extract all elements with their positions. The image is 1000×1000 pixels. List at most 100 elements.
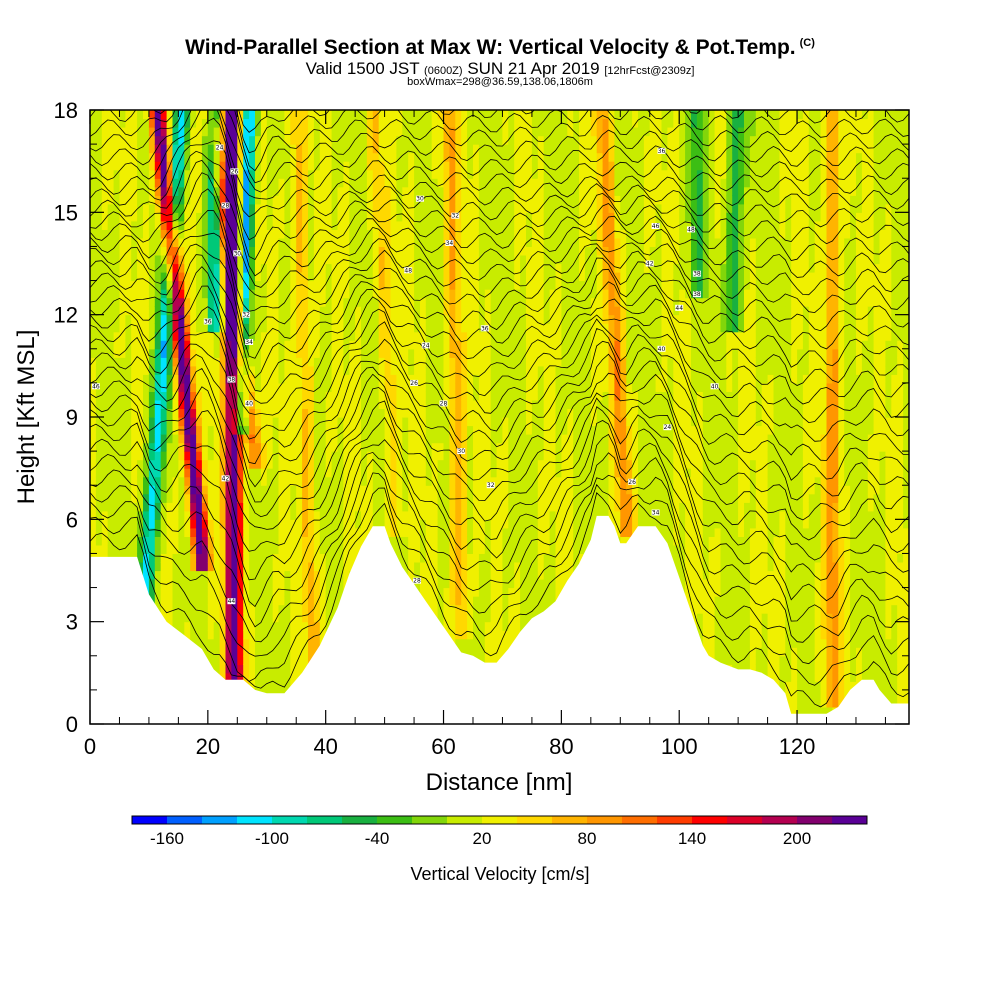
velocity-cell xyxy=(237,280,244,290)
velocity-cell xyxy=(420,297,427,307)
velocity-cell xyxy=(90,468,97,478)
velocity-cell xyxy=(160,527,168,537)
velocity-cell xyxy=(396,408,403,418)
velocity-cell xyxy=(349,527,356,537)
velocity-cell xyxy=(107,417,115,427)
velocity-cell xyxy=(402,434,409,444)
velocity-cell xyxy=(125,408,132,418)
velocity-cell xyxy=(349,323,356,333)
velocity-cell xyxy=(431,152,439,162)
velocity-cell xyxy=(449,527,456,537)
velocity-cell xyxy=(201,178,209,188)
velocity-cell xyxy=(366,502,374,512)
velocity-cell xyxy=(431,434,439,444)
velocity-cell xyxy=(396,118,403,128)
velocity-cell xyxy=(196,314,203,324)
velocity-cell xyxy=(101,220,109,230)
velocity-cell xyxy=(443,553,450,563)
velocity-cell xyxy=(143,468,150,478)
velocity-cell xyxy=(484,442,492,452)
velocity-cell xyxy=(207,237,215,247)
velocity-cell xyxy=(337,476,344,486)
velocity-cell xyxy=(308,553,315,563)
velocity-cell xyxy=(355,161,362,171)
velocity-cell xyxy=(154,323,162,333)
velocity-cell xyxy=(101,391,109,401)
velocity-cell xyxy=(225,110,232,120)
velocity-cell xyxy=(313,562,321,572)
velocity-cell xyxy=(284,408,291,418)
velocity-cell xyxy=(225,502,232,512)
velocity-cell xyxy=(467,237,474,247)
velocity-cell xyxy=(154,220,162,230)
velocity-cell xyxy=(308,314,315,324)
velocity-cell xyxy=(473,562,480,572)
velocity-cell xyxy=(361,212,368,222)
velocity-cell xyxy=(378,272,386,282)
velocity-cell xyxy=(361,451,368,461)
velocity-cell xyxy=(449,348,456,358)
velocity-cell xyxy=(478,212,486,222)
velocity-cell xyxy=(143,135,150,145)
velocity-cell xyxy=(119,135,126,145)
velocity-cell xyxy=(231,203,238,213)
velocity-cell xyxy=(420,570,427,580)
velocity-cell xyxy=(408,374,415,384)
velocity-cell xyxy=(473,203,480,213)
velocity-cell xyxy=(378,348,386,358)
velocity-cell xyxy=(467,459,474,469)
velocity-cell xyxy=(455,638,462,648)
velocity-cell xyxy=(355,391,362,401)
velocity-cell xyxy=(331,391,339,401)
velocity-cell xyxy=(184,203,191,213)
velocity-cell xyxy=(431,451,439,461)
velocity-cell xyxy=(302,161,309,171)
velocity-cell xyxy=(201,340,209,350)
velocity-cell xyxy=(378,169,386,179)
velocity-cell xyxy=(260,544,268,554)
velocity-cell xyxy=(302,399,309,409)
velocity-cell xyxy=(402,357,409,367)
velocity-cell xyxy=(225,306,232,316)
velocity-cell xyxy=(337,587,344,597)
velocity-cell xyxy=(219,621,227,631)
velocity-cell xyxy=(190,442,197,452)
velocity-cell xyxy=(313,536,321,546)
velocity-cell xyxy=(496,553,504,563)
velocity-cell xyxy=(137,544,144,554)
velocity-cell xyxy=(95,399,103,409)
velocity-cell xyxy=(143,502,150,512)
velocity-cell xyxy=(266,613,274,623)
velocity-cell xyxy=(172,536,179,546)
velocity-cell xyxy=(420,118,427,128)
velocity-cell xyxy=(131,493,138,503)
velocity-cell xyxy=(166,596,174,606)
velocity-cell xyxy=(231,562,238,572)
velocity-cell xyxy=(213,314,221,324)
velocity-cell xyxy=(131,169,138,179)
velocity-cell xyxy=(449,357,456,367)
velocity-cell xyxy=(313,280,321,290)
velocity-cell xyxy=(420,272,427,282)
velocity-cell xyxy=(207,135,215,145)
velocity-cell xyxy=(319,459,327,469)
velocity-cell xyxy=(343,417,350,427)
velocity-cell xyxy=(154,544,162,554)
velocity-cell xyxy=(384,459,392,469)
velocity-cell xyxy=(384,246,392,256)
velocity-cell xyxy=(266,408,274,418)
velocity-cell xyxy=(119,186,126,196)
velocity-cell xyxy=(396,434,403,444)
velocity-cell xyxy=(101,161,109,171)
velocity-cell xyxy=(461,587,468,597)
velocity-cell xyxy=(296,621,303,631)
velocity-cell xyxy=(490,220,498,230)
velocity-cell xyxy=(355,246,362,256)
velocity-cell xyxy=(178,442,185,452)
velocity-cell xyxy=(378,186,386,196)
velocity-cell xyxy=(266,399,274,409)
velocity-cell xyxy=(260,118,268,128)
velocity-cell xyxy=(225,127,232,137)
velocity-cell xyxy=(113,195,121,205)
velocity-cell xyxy=(207,220,215,230)
